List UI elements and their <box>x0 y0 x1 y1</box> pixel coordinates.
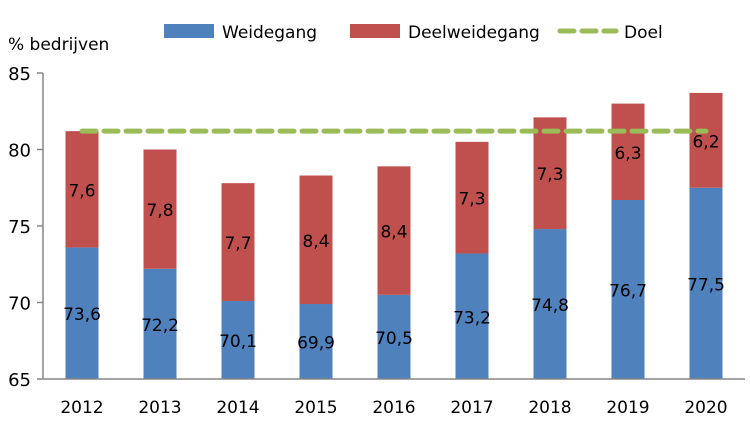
bar-weidegang-2020 <box>689 187 723 379</box>
x-tick-label-2013: 2013 <box>138 398 181 418</box>
x-tick-label-2016: 2016 <box>372 398 415 418</box>
legend-swatch-deelweidegang <box>350 24 400 38</box>
data-label-deelweidegang-2020: 6,2 <box>692 132 719 152</box>
legend-swatch-weidegang <box>164 24 214 38</box>
bar-deelweidegang-2014 <box>221 183 255 301</box>
y-tick-label-75: 75 <box>8 217 31 238</box>
data-label-deelweidegang-2015: 8,4 <box>302 232 329 252</box>
data-label-deelweidegang-2017: 7,3 <box>458 190 485 210</box>
data-label-weidegang-2018: 74,8 <box>531 296 569 316</box>
x-tick-label-2020: 2020 <box>684 398 727 418</box>
legend-label-deelweidegang: Deelweidegang <box>408 23 540 43</box>
bar-weidegang-2014 <box>221 300 255 379</box>
bar-deelweidegang-2020 <box>689 92 723 188</box>
data-label-weidegang-2020: 77,5 <box>687 275 725 295</box>
y-tick-label-80: 80 <box>8 141 31 162</box>
data-label-weidegang-2012: 73,6 <box>63 305 101 325</box>
bar-deelweidegang-2018 <box>533 117 567 230</box>
data-label-deelweidegang-2013: 7,8 <box>146 201 173 221</box>
legend: Weidegang Deelweidegang Doel <box>164 23 663 43</box>
bar-weidegang-2013 <box>143 268 177 379</box>
bar-deelweidegang-2016 <box>377 166 411 295</box>
bar-deelweidegang-2013 <box>143 149 177 269</box>
x-tick-label-2012: 2012 <box>60 398 103 418</box>
data-label-weidegang-2017: 73,2 <box>453 308 491 328</box>
legend-label-weidegang: Weidegang <box>222 23 317 43</box>
bar-deelweidegang-2019 <box>611 103 645 200</box>
legend-label-doel: Doel <box>624 23 663 43</box>
x-tick-label-2019: 2019 <box>606 398 649 418</box>
y-axis-label: % bedrijven <box>8 35 109 55</box>
bar-weidegang-2018 <box>533 229 567 379</box>
data-label-deelweidegang-2018: 7,3 <box>536 165 563 185</box>
data-label-deelweidegang-2019: 6,3 <box>614 144 641 164</box>
bar-weidegang-2017 <box>455 253 489 379</box>
y-tick-label-85: 85 <box>8 64 31 85</box>
data-label-deelweidegang-2012: 7,6 <box>68 181 95 201</box>
bar-weidegang-2019 <box>611 199 645 379</box>
x-tick-label-2014: 2014 <box>216 398 259 418</box>
data-label-deelweidegang-2014: 7,7 <box>224 234 251 254</box>
x-tick-label-2018: 2018 <box>528 398 571 418</box>
data-label-weidegang-2013: 72,2 <box>141 316 179 336</box>
data-label-weidegang-2016: 70,5 <box>375 329 413 349</box>
bar-deelweidegang-2017 <box>455 141 489 254</box>
data-label-weidegang-2015: 69,9 <box>297 334 335 354</box>
y-tick-label-65: 65 <box>8 370 31 391</box>
data-label-weidegang-2014: 70,1 <box>219 332 257 352</box>
bar-weidegang-2015 <box>299 304 333 379</box>
data-label-deelweidegang-2016: 8,4 <box>380 223 407 243</box>
bar-deelweidegang-2015 <box>299 175 333 305</box>
bar-weidegang-2016 <box>377 294 411 379</box>
bar-deelweidegang-2012 <box>65 131 99 248</box>
x-tick-label-2017: 2017 <box>450 398 493 418</box>
x-tick-label-2015: 2015 <box>294 398 337 418</box>
data-label-weidegang-2019: 76,7 <box>609 281 647 301</box>
y-tick-label-70: 70 <box>8 294 31 315</box>
bar-weidegang-2012 <box>65 247 99 379</box>
